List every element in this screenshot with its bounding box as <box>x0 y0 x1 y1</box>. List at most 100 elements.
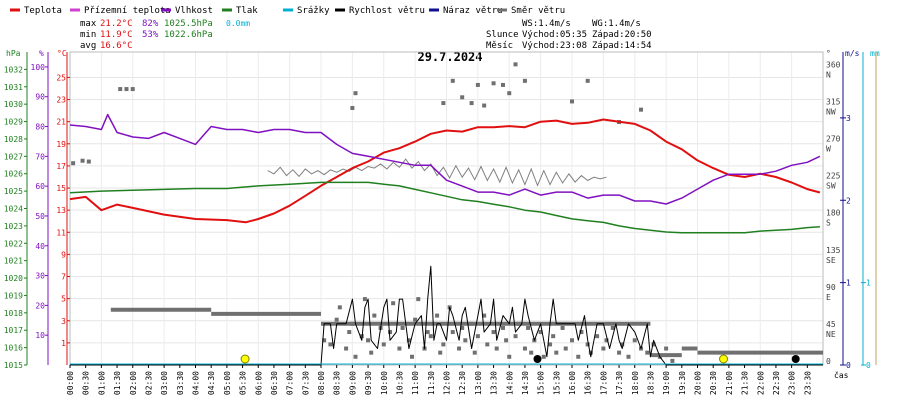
pressure-tick-label: 1027 <box>4 152 23 161</box>
pressure-tick-label: 1020 <box>4 274 23 283</box>
left-axes: 1015101610171018101910201021102210231024… <box>4 52 70 370</box>
humidity-tick-label: 50 <box>35 212 45 221</box>
direction-tick-label: 90 <box>826 283 836 292</box>
stat-min-hum: 53% <box>142 30 159 40</box>
wind-direction-point <box>441 101 446 106</box>
pressure-tick-label: 1029 <box>4 118 23 127</box>
wind-direction-point <box>491 330 496 335</box>
pressure-tick-label: 1026 <box>4 170 23 179</box>
humidity-tick-label: 100 <box>31 63 46 72</box>
time-tick-label: 01:30 <box>113 371 122 395</box>
wind-direction-point <box>632 338 637 343</box>
direction-tick-label: 180 <box>826 209 841 218</box>
wind-direction-point <box>610 325 615 330</box>
time-tick-label: 06:30 <box>270 371 279 395</box>
temperature-tick-label: 17 <box>56 162 66 171</box>
direction-compass-label: SW <box>826 182 836 191</box>
time-tick-label: 22:00 <box>756 371 765 395</box>
moon-label: Měsíc <box>486 41 513 51</box>
temperature-tick-label: 7 <box>61 273 66 282</box>
temperature-tick-label: 1 <box>61 339 66 348</box>
wind-direction-point <box>513 334 518 339</box>
time-tick-label: 00:00 <box>66 371 75 395</box>
wind-direction-point <box>500 325 505 330</box>
direction-tick-label: 315 <box>826 98 841 107</box>
direction-compass-label: N <box>826 70 831 79</box>
pressure-tick-label: 1024 <box>4 205 23 214</box>
time-tick-label: 10:00 <box>380 371 389 395</box>
wind-direction-point <box>513 62 518 67</box>
time-tick-label: 13:30 <box>490 371 499 395</box>
wind-direction-point <box>604 338 609 343</box>
time-tick-label: 02:30 <box>144 371 153 395</box>
time-tick-label: 01:00 <box>97 371 106 395</box>
wind-direction-point <box>588 350 593 355</box>
time-tick-label: 14:30 <box>521 371 530 395</box>
wind-direction-point <box>500 82 505 87</box>
humidity-tick-label: 10 <box>35 331 45 340</box>
sun-rise: Východ:05:35 <box>522 30 587 40</box>
time-tick-label: 12:00 <box>443 371 452 395</box>
direction-tick-label: 360 <box>826 60 841 69</box>
series-line <box>70 265 823 366</box>
wind-direction-point <box>620 342 625 347</box>
axis-title-ms: m/s <box>845 49 860 58</box>
time-tick-label: 21:30 <box>741 371 750 395</box>
wind-direction-point <box>130 87 135 92</box>
time-tick-label: 07:30 <box>301 371 310 395</box>
stat-min-press: 1022.6hPa <box>164 30 213 40</box>
time-tick-label: 08:00 <box>317 371 326 395</box>
time-tick-label: 23:30 <box>803 371 812 395</box>
wind-direction-point <box>353 91 358 96</box>
time-tick-label: 00:30 <box>82 371 91 395</box>
wind-tick-label: 1 <box>846 279 851 288</box>
stat-max-hum: 82% <box>142 19 159 29</box>
grid <box>69 51 824 366</box>
wind-direction-point <box>322 338 327 343</box>
pressure-tick-label: 1019 <box>4 291 23 300</box>
stat-max-rain: 0.0mm <box>226 19 250 28</box>
astro-block: WS:1.4m/s WG:1.4m/s Slunce Východ:05:35 … <box>486 19 652 51</box>
wind-direction-point <box>362 297 367 302</box>
sun-label: Slunce <box>486 30 519 40</box>
wind-direction-point <box>435 313 440 318</box>
moon-marker <box>791 355 800 363</box>
wind-direction-point <box>585 342 590 347</box>
axis-title-pct: % <box>39 49 44 58</box>
wind-direction-point <box>651 342 656 347</box>
wind-direction-point <box>80 158 85 163</box>
time-axis: 00:00 00:30 01:00 01:30 02:00 02:30 03:00 03:30… <box>66 365 812 395</box>
wind-direction-point <box>400 325 405 330</box>
sun-marker <box>719 354 729 364</box>
wind-direction-point <box>413 317 418 322</box>
wind-direction-point <box>551 334 556 339</box>
pressure-tick-label: 1028 <box>4 135 23 144</box>
wind-direction-point <box>560 325 565 330</box>
wind-direction-point <box>118 87 123 92</box>
wind-direction-point <box>469 101 474 106</box>
temperature-tick-label: 5 <box>61 295 66 304</box>
wind-direction-point <box>670 358 675 363</box>
pressure-tick-label: 1016 <box>4 344 23 353</box>
time-tick-label: 16:30 <box>584 371 593 395</box>
wind-direction-point <box>372 313 377 318</box>
direction-compass-label: E <box>826 293 831 302</box>
direction-tick-label: 45 <box>826 320 836 329</box>
time-tick-label: 18:00 <box>631 371 640 395</box>
temperature-tick-label: 23 <box>56 96 66 105</box>
time-tick-label: 18:30 <box>646 371 655 395</box>
legend-label: Tlak <box>236 6 258 16</box>
wind-direction-point <box>529 350 534 355</box>
wind-direction-point <box>460 325 465 330</box>
temperature-tick-label: 25 <box>56 73 66 82</box>
wind-direction-point <box>526 325 531 330</box>
direction-compass-label: NW <box>826 108 836 117</box>
legend-label: Náraz větru <box>443 6 503 16</box>
humidity-tick-label: 60 <box>35 182 45 191</box>
time-tick-label: 23:00 <box>788 371 797 395</box>
pressure-tick-label: 1022 <box>4 239 23 248</box>
pressure-tick-label: 1030 <box>4 100 23 109</box>
time-tick-label: 15:30 <box>552 371 561 395</box>
legend-label: Teplota <box>24 6 62 16</box>
wind-direction-point <box>507 354 512 359</box>
